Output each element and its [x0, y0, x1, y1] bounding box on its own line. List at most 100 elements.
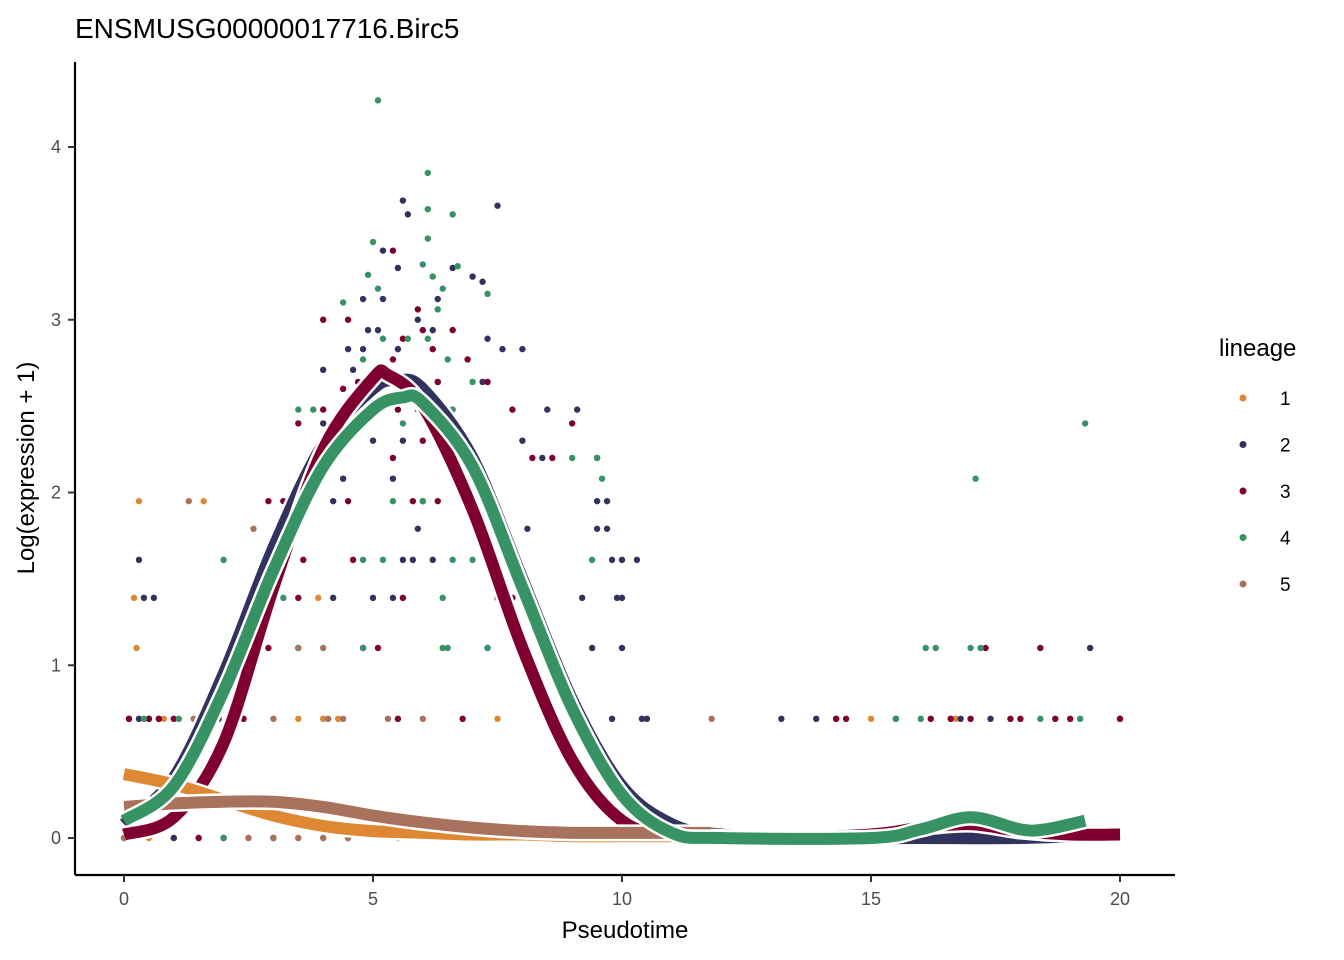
point-lineage-2 [414, 525, 422, 532]
point-lineage-2 [778, 715, 785, 723]
point-lineage-3 [295, 594, 302, 602]
point-lineage-2 [519, 345, 526, 353]
point-lineage-4 [339, 299, 347, 306]
point-lineage-1 [494, 715, 501, 723]
point-lineage-4 [424, 235, 431, 242]
point-lineage-1 [315, 594, 322, 602]
point-lineage-3 [145, 715, 153, 723]
point-lineage-2 [608, 556, 616, 564]
point-lineage-4 [359, 356, 367, 363]
point-lineage-4 [444, 356, 451, 363]
y-tick-label: 1 [51, 655, 61, 675]
point-lineage-2 [813, 715, 820, 723]
point-lineage-2 [987, 715, 994, 723]
x-tick-label: 20 [1110, 889, 1130, 909]
point-lineage-4 [892, 715, 900, 723]
legend-label-1: 1 [1280, 389, 1291, 410]
point-lineage-2 [170, 834, 177, 842]
legend-key-1 [1239, 394, 1247, 402]
point-lineage-1 [334, 715, 342, 723]
point-lineage-5 [295, 644, 302, 652]
point-lineage-3 [374, 644, 382, 652]
point-lineage-4 [439, 594, 446, 602]
point-lineage-4 [374, 285, 382, 292]
point-lineage-3 [419, 437, 426, 444]
legend: lineage 1 2 3 4 5 [1219, 335, 1296, 596]
point-lineage-5 [270, 715, 277, 723]
point-lineage-3 [414, 306, 422, 313]
point-lineage-4 [922, 644, 929, 652]
point-lineage-2 [339, 475, 347, 482]
point-lineage-2 [544, 406, 551, 413]
point-lineage-2 [578, 594, 586, 602]
y-ticks: 0 1 2 3 4 [51, 137, 75, 848]
point-lineage-3 [295, 420, 302, 427]
point-lineage-4 [454, 262, 461, 270]
point-lineage-4 [220, 556, 227, 564]
point-lineage-3 [155, 715, 163, 723]
point-lineage-2 [404, 211, 412, 218]
point-lineage-5 [324, 715, 332, 723]
x-ticks: 0 5 10 15 20 [119, 875, 1130, 909]
point-lineage-3 [195, 834, 202, 842]
point-lineage-4 [977, 644, 984, 652]
point-lineage-4 [1076, 715, 1084, 723]
point-lineage-2 [320, 420, 327, 427]
point-lineage-4 [1037, 715, 1044, 723]
point-lineage-2 [359, 345, 367, 353]
legend-label-3: 3 [1280, 482, 1291, 503]
point-lineage-3 [300, 556, 307, 564]
point-lineage-2 [618, 556, 626, 564]
point-lineage-3 [1037, 644, 1044, 652]
point-lineage-2 [364, 326, 372, 334]
point-lineage-4 [310, 406, 317, 413]
point-lineage-3 [529, 454, 536, 462]
point-lineage-2 [593, 525, 601, 532]
point-lineage-3 [947, 715, 954, 723]
point-lineage-4 [1081, 420, 1089, 427]
point-lineage-4 [379, 556, 387, 564]
point-lineage-4 [419, 497, 426, 505]
legend-key-5 [1239, 580, 1247, 588]
point-lineage-5 [384, 715, 392, 723]
point-lineage-4 [439, 644, 446, 652]
point-lineage-3 [394, 715, 402, 723]
point-lineage-3 [344, 316, 352, 323]
point-lineage-1 [133, 644, 140, 652]
point-lineage-2 [484, 335, 491, 342]
point-lineage-5 [270, 834, 277, 842]
point-lineage-4 [429, 273, 436, 280]
point-lineage-4 [424, 205, 431, 213]
point-lineage-4 [932, 644, 939, 652]
point-lineage-2 [150, 594, 158, 602]
point-lineage-2 [524, 525, 531, 532]
point-lineage-2 [389, 594, 397, 602]
point-lineage-4 [374, 97, 382, 104]
point-lineage-4 [972, 475, 979, 482]
point-lineage-5 [339, 715, 347, 723]
point-lineage-3 [389, 454, 397, 462]
point-lineage-3 [484, 378, 491, 386]
point-lineage-2 [329, 594, 337, 602]
legend-key-2 [1239, 441, 1247, 448]
point-lineage-2 [588, 644, 596, 652]
point-lineage-4 [364, 271, 372, 279]
point-lineage-4 [434, 306, 441, 313]
point-lineage-2 [494, 202, 501, 209]
point-lineage-5 [295, 834, 302, 842]
point-lineage-2 [320, 366, 327, 374]
point-lineage-2 [603, 497, 611, 505]
point-lineage-3 [389, 247, 397, 254]
point-lineage-4 [175, 715, 182, 723]
point-lineage-5 [320, 834, 327, 842]
point-lineage-2 [414, 316, 422, 323]
point-lineage-4 [369, 238, 377, 246]
point-lineage-3 [549, 454, 556, 462]
point-lineage-2 [603, 525, 611, 532]
points-layer [120, 97, 1124, 842]
point-lineage-5 [245, 834, 252, 842]
point-lineage-4 [967, 644, 974, 652]
point-lineage-4 [140, 715, 148, 723]
point-lineage-3 [409, 497, 417, 505]
chart-title: ENSMUSG00000017716.Birc5 [75, 13, 459, 44]
